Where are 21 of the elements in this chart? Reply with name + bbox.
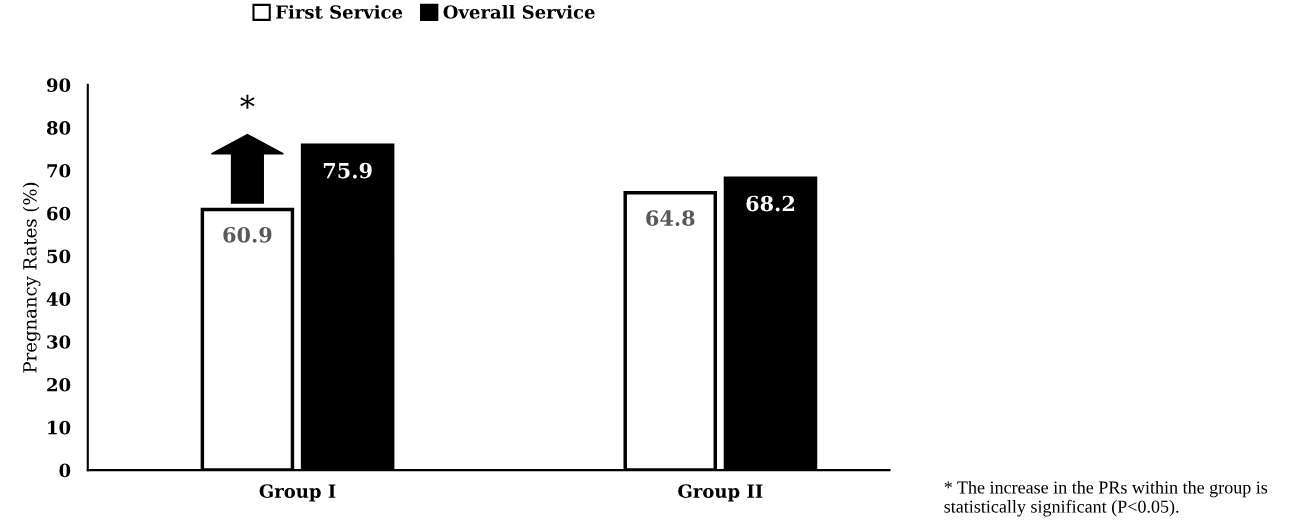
annotation: * — [240, 94, 255, 109]
legend-label: First Service — [276, 4, 403, 19]
y-tick-label: 0 — [59, 463, 71, 478]
x-tick-label: Group I — [259, 484, 336, 502]
y-tick-label: 60 — [47, 206, 71, 221]
data-label: 64.8 — [646, 210, 695, 226]
y-axis-title: Pregnancy Rates (%) — [22, 182, 41, 373]
data-label: 68.2 — [746, 195, 794, 212]
data-label: 75.9 — [323, 162, 372, 179]
legend-label: Overall Service — [443, 4, 595, 19]
y-tick-label: 80 — [46, 121, 71, 135]
y-tick-label: 10 — [48, 420, 71, 435]
y-tick-label: 20 — [47, 377, 71, 392]
y-tick-label: 30 — [47, 335, 71, 349]
y-tick-label: 40 — [46, 292, 71, 306]
y-tick-label: 90 — [46, 78, 71, 92]
data-label: 60.9 — [223, 226, 272, 243]
y-tick-label: 50 — [47, 249, 71, 264]
y-tick-label: 70 — [47, 163, 71, 178]
text: * The increase in the PRs within the group is statistically significant (P<0.05). — [944, 480, 1268, 517]
x-tick-label: Group II — [678, 484, 763, 502]
